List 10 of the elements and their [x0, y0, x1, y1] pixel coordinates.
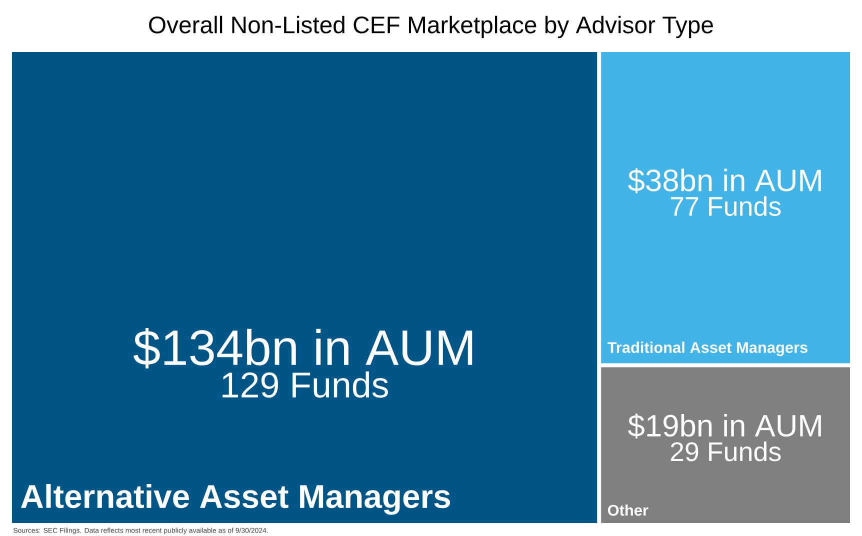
category-label: Traditional Asset Managers: [607, 342, 808, 356]
data-label: $19bn in AUM: [628, 414, 821, 439]
data-label: $134bn in AUM: [133, 328, 472, 368]
category-label: Other: [608, 504, 648, 516]
data-label: $38bn in AUM: [628, 168, 821, 194]
text: Overall Non-Listed CEF Marketplace by Advisor Type: [149, 16, 713, 38]
category-label: Alternative Asset Managers: [21, 484, 450, 515]
data-label: 77 Funds: [670, 196, 781, 216]
data-label: 29 Funds: [670, 441, 781, 462]
data-label: 129 Funds: [222, 371, 388, 398]
